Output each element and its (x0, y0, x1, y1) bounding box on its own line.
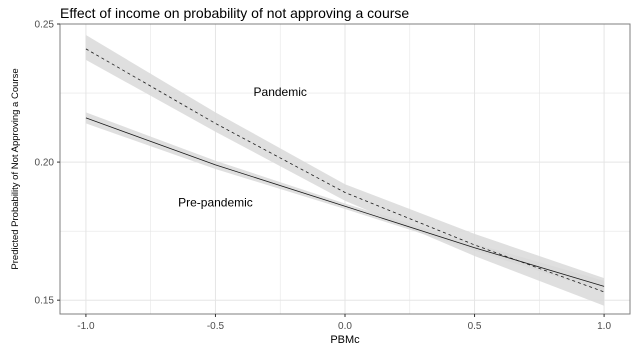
y-axis-title: Predicted Probability of Not Approving a… (10, 68, 21, 269)
annotations: Pandemic Pre-pandemic (178, 85, 307, 209)
x-axis-title: PBMc (330, 334, 360, 346)
series-lines (85, 48, 605, 293)
x-tick-label: 1.0 (597, 321, 611, 332)
chart-title: Effect of income on probability of not a… (60, 5, 409, 21)
annotation-pandemic: Pandemic (254, 85, 307, 99)
y-axis: 0.15 0.20 0.25 (35, 20, 60, 307)
pre-pandemic-line (85, 117, 605, 287)
annotation-pre-pandemic: Pre-pandemic (178, 195, 253, 209)
x-tick-label: -0.5 (207, 321, 225, 332)
x-tick-label: 0.5 (468, 321, 482, 332)
y-tick-label: 0.25 (35, 20, 55, 31)
pre-pandemic-confidence-band (85, 112, 605, 292)
x-tick-label: -1.0 (77, 321, 95, 332)
x-tick-label: 0.0 (338, 321, 352, 332)
pandemic-confidence-band (85, 35, 605, 306)
y-tick-label: 0.20 (35, 158, 55, 169)
x-axis: -1.0 -0.5 0.0 0.5 1.0 (77, 314, 611, 332)
confidence-bands (85, 35, 605, 306)
y-tick-label: 0.15 (35, 296, 55, 307)
